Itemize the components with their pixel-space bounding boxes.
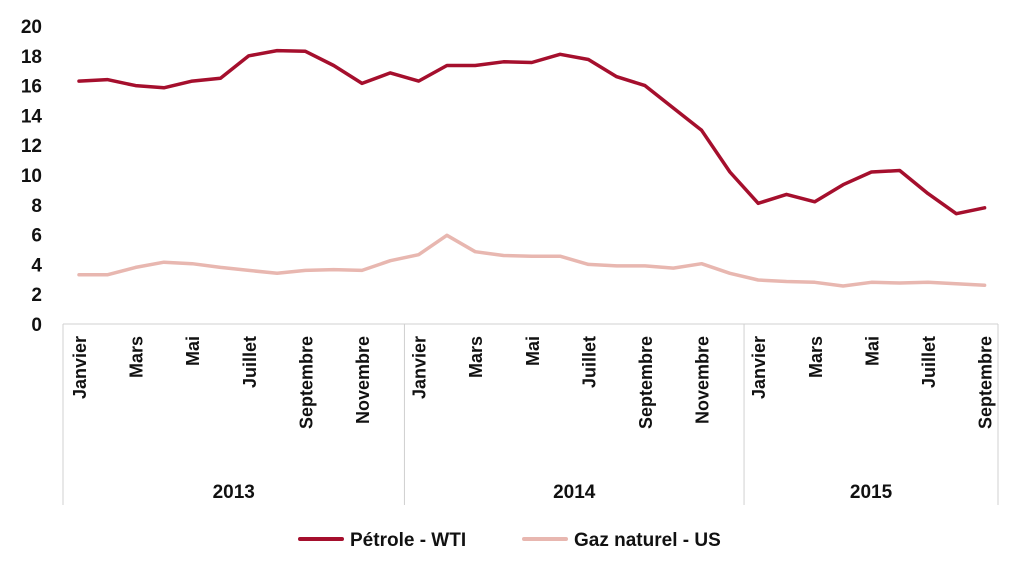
x-tick-label: Septembre	[296, 336, 316, 429]
year-label: 2015	[850, 482, 893, 503]
series-line-2	[77, 233, 987, 288]
x-tick-label: Janvier	[70, 336, 90, 399]
x-axis: Janvier Mars Mai Juillet Septembre Novembre Ja…	[62, 323, 999, 505]
x-tick-label: Mai	[183, 336, 203, 366]
x-tick-label: Mars	[466, 336, 486, 378]
x-tick-label: Novembre	[693, 336, 713, 424]
y-tick-label: 0	[31, 315, 42, 336]
series-line-1	[77, 48, 987, 216]
x-tick-label: Novembre	[353, 336, 373, 424]
legend-label: Pétrole - WTI	[350, 530, 466, 551]
x-tick-label: Janvier	[410, 336, 430, 399]
x-tick-label: Janvier	[749, 336, 769, 399]
x-tick-label: Mars	[806, 336, 826, 378]
x-tick-label: Juillet	[579, 336, 599, 388]
x-tick-label: Mai	[862, 336, 882, 366]
x-tick-label: Mars	[127, 336, 147, 378]
x-tick-label: Septembre	[976, 336, 996, 429]
y-tick-label: 10	[21, 166, 42, 187]
y-axis: 0 2 4 6 8 10 12 14 16 18 20	[21, 17, 43, 336]
x-tick-label: Juillet	[240, 336, 260, 388]
x-tick-label: Juillet	[919, 336, 939, 388]
y-tick-label: 18	[21, 47, 42, 68]
legend-label: Gaz naturel - US	[574, 530, 721, 551]
y-tick-label: 12	[21, 136, 42, 157]
x-tick-label: Septembre	[636, 336, 656, 429]
year-label: 2014	[553, 482, 596, 503]
y-tick-label: 6	[31, 226, 42, 247]
y-tick-label: 14	[21, 106, 43, 127]
y-tick-label: 16	[21, 77, 42, 98]
x-tick-label: Mai	[523, 336, 543, 366]
y-tick-label: 4	[31, 255, 42, 276]
plot-area	[77, 48, 987, 288]
year-label: 2013	[213, 482, 255, 503]
y-tick-label: 20	[21, 17, 42, 38]
y-tick-label: 8	[31, 196, 42, 217]
legend: Pétrole - WTI Gaz naturel - US	[298, 530, 721, 551]
y-tick-label: 2	[31, 285, 42, 306]
